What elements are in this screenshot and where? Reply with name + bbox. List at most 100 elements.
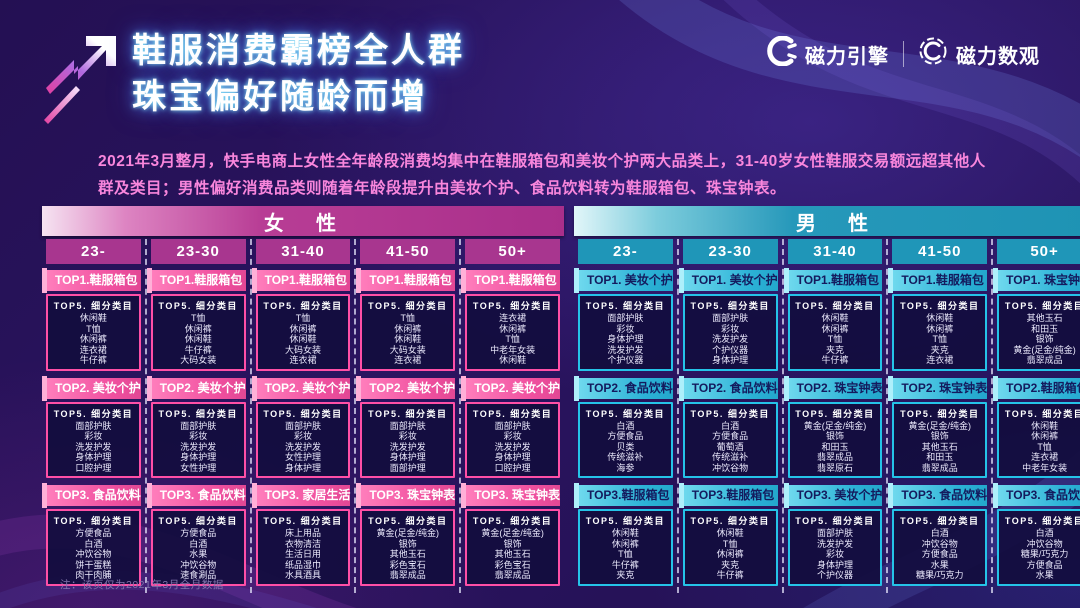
- rank-card-list: TOP5. 细分类目 T恤 休闲裤 休闲鞋 大码女装 连衣裙: [255, 294, 351, 371]
- rank-card-label: TOP3. 食品饮料: [146, 483, 246, 508]
- subcategory-item: 个护仪器: [712, 344, 749, 355]
- rank-card-list: TOP5. 细分类目 面部护肤 彩妆 身体护理 洗发护发 个护仪器: [577, 294, 673, 371]
- subcategory-item: 衣物清洁: [284, 538, 321, 549]
- subcategory-item: 身体护理: [607, 334, 644, 344]
- rank-card-top3: TOP3. 美妆个护 TOP5. 细分类目 面部护肤 洗发护发 彩妆 身体护理 个护仪器: [783, 483, 883, 586]
- subcategory-item: 彩妆: [825, 549, 844, 559]
- male-section: 男 性 23- TOP1. 美妆个护 TOP5. 细分类目 面部护肤 彩妆 身体护理 洗发护…: [573, 206, 1080, 593]
- subcategory-item: 银饰: [930, 431, 949, 441]
- rank-card-top1: TOP1.鞋服箱包 TOP5. 细分类目 休闲鞋 休闲裤 T恤 夹克 牛仔裤: [783, 268, 883, 371]
- subcategory-item: 水具酒具: [284, 570, 321, 580]
- rank-card-label: TOP1. 珠宝钟表: [993, 268, 1080, 293]
- subcategory-list-title: TOP5. 细分类目: [53, 516, 134, 526]
- subcategory-item: 冲饮谷物: [75, 549, 112, 559]
- subcategory-item: 休闲裤: [926, 323, 954, 334]
- subcategory-item: 彩妆: [189, 431, 208, 441]
- subcategory-item: 银饰: [503, 538, 522, 549]
- rank-card-top3: TOP3. 食品饮料 TOP5. 细分类目 白酒 冲饮谷物 方便食品 水果 糖果/巧克力: [888, 483, 988, 586]
- subcategory-item: 翡翠原石: [816, 462, 853, 473]
- subcategory-item: 连衣裙: [289, 355, 317, 365]
- rank-card-list: TOP5. 细分类目 床上用品 衣物清洁 生活日用 纸品湿巾 水具酒具: [255, 509, 351, 586]
- subcategory-item: 彩妆: [721, 323, 740, 334]
- rank-card-list: TOP5. 细分类目 白酒 方便食品 贝类 传统滋补 海参: [577, 401, 673, 478]
- subcategory-item: 速食涮品: [180, 570, 217, 580]
- rank-card-list: TOP5. 细分类目 休闲鞋 T恤 休闲裤 夹克 牛仔裤: [682, 509, 778, 586]
- subcategory-item: 夹克: [825, 344, 844, 355]
- subcategory-item: 糖果/巧克力: [916, 570, 964, 580]
- rank-card-label: TOP2. 美妆个护: [461, 375, 560, 401]
- subcategory-item: 翡翠成品: [921, 462, 958, 473]
- rank-card-label: TOP3. 美妆个护: [783, 483, 883, 508]
- subcategory-item: 彩妆: [293, 431, 312, 441]
- subcategory-item: 面部护肤: [607, 313, 644, 323]
- rank-card-list: TOP5. 细分类目 黄金(足金/纯金) 银饰 其他玉石 和田玉 翡翠成品: [892, 401, 988, 478]
- subcategory-item: 面部护肤: [75, 420, 112, 431]
- subcategory-item: 翡翠成品: [816, 452, 853, 462]
- subcategory-list-title: TOP5. 细分类目: [158, 516, 238, 526]
- rank-card-top3: TOP3.鞋服箱包 TOP5. 细分类目 休闲鞋 休闲裤 T恤 牛仔裤 夹克: [573, 483, 673, 586]
- subcategory-item: 中老年女装: [1022, 462, 1068, 473]
- rank-card-top2: TOP2. 美妆个护 TOP5. 细分类目 面部护肤 彩妆 洗发护发 身体护理 口腔护理: [42, 375, 141, 478]
- subcategory-item: 床上用品: [284, 528, 321, 538]
- age-group-tab: 31-40: [255, 239, 351, 264]
- cili-engine-logo: 磁力引擎: [767, 35, 889, 72]
- female-age-column-23-: 23- TOP1.鞋服箱包 TOP5. 细分类目 休闲鞋 T恤 休闲裤 连衣裙 牛仔裤 TOP2…: [42, 239, 147, 593]
- subcategory-item: 夹克: [930, 344, 949, 355]
- subcategory-list-title: TOP5. 细分类目: [900, 301, 980, 311]
- subcategory-item: 翡翠成品: [389, 570, 426, 580]
- subcategory-item: 洗发护发: [389, 441, 426, 452]
- subcategory-list-title: TOP5. 细分类目: [585, 408, 666, 419]
- subcategory-item: 身体护理: [494, 452, 531, 462]
- subcategory-item: 夹克: [721, 559, 740, 570]
- subcategory-item: 口腔护理: [494, 462, 531, 473]
- subcategory-item: 黄金(足金/纯金): [481, 528, 544, 538]
- subcategory-item: 洗发护发: [494, 441, 531, 452]
- rank-card-list: TOP5. 细分类目 白酒 冲饮谷物 糖果/巧克力 方便食品 水果: [997, 509, 1080, 586]
- brand-logos: 磁力引擎 磁力数观: [767, 35, 1040, 72]
- subcategory-item: T恤: [400, 313, 416, 323]
- rank-card-top1: TOP1.鞋服箱包 TOP5. 细分类目 T恤 休闲裤 休闲鞋 大码女装 连衣裙: [251, 268, 351, 371]
- subcategory-item: 翡翠成品: [1026, 355, 1063, 365]
- subcategory-item: 银饰: [398, 538, 417, 549]
- female-section: 女 性 23- TOP1.鞋服箱包 TOP5. 细分类目 休闲鞋 T恤 休闲裤 连衣裙 牛仔裤…: [42, 206, 564, 593]
- subcategory-item: 身体护理: [389, 452, 426, 462]
- rank-card-top3: TOP3. 家居生活 TOP5. 细分类目 床上用品 衣物清洁 生活日用 纸品湿巾 水具酒具: [251, 483, 351, 586]
- rank-card-top1: TOP1. 美妆个护 TOP5. 细分类目 面部护肤 彩妆 身体护理 洗发护发 个护仪器: [573, 268, 673, 371]
- subcategory-item: 面部护肤: [712, 313, 749, 323]
- subcategory-item: 休闲鞋: [499, 355, 527, 365]
- subcategory-item: 彩色宝石: [389, 559, 426, 570]
- subcategory-list-title: TOP5. 细分类目: [1004, 516, 1080, 526]
- rank-card-label: TOP3.鞋服箱包: [678, 483, 778, 508]
- rank-card-top2: TOP2. 珠宝钟表 TOP5. 细分类目 黄金(足金/纯金) 银饰 和田玉 翡翠成品 翡翠…: [783, 375, 883, 478]
- summary-paragraph: 2021年3月整月，快手电商上女性全年龄段消费均集中在鞋服箱包和美妆个护两大品类…: [98, 153, 986, 197]
- subcategory-item: T恤: [505, 334, 520, 344]
- subcategory-list-title: TOP5. 细分类目: [368, 301, 448, 311]
- cili-engine-logo-icon: [767, 35, 797, 72]
- rank-card-top3: TOP3. 珠宝钟表 TOP5. 细分类目 黄金(足金/纯金) 银饰 其他玉石 彩色宝石翡…: [461, 483, 560, 586]
- subcategory-item: 银饰: [1035, 334, 1054, 344]
- rank-card-label: TOP2. 珠宝钟表: [783, 375, 883, 401]
- rank-card-label: TOP1. 美妆个护: [573, 268, 673, 293]
- subcategory-list-title: TOP5. 细分类目: [158, 408, 238, 419]
- subcategory-item: T恤: [190, 313, 206, 323]
- female-section-title: 女 性: [42, 206, 564, 236]
- ranking-grid: 女 性 23- TOP1.鞋服箱包 TOP5. 细分类目 休闲鞋 T恤 休闲裤 连衣裙 牛仔裤…: [42, 206, 1080, 593]
- subcategory-item: 洗发护发: [180, 441, 217, 452]
- rank-card-top2: TOP2. 食品饮料 TOP5. 细分类目 白酒 方便食品 贝类 传统滋补 海参: [573, 375, 673, 478]
- subcategory-list-title: TOP5. 细分类目: [158, 301, 238, 311]
- rank-card-label: TOP1.鞋服箱包: [356, 268, 456, 293]
- rank-card-list: TOP5. 细分类目 黄金(足金/纯金) 银饰 其他玉石 彩色宝石 翡翠成品: [465, 509, 560, 586]
- subcategory-list-title: TOP5. 细分类目: [368, 516, 448, 526]
- subcategory-item: 休闲鞋: [394, 334, 422, 344]
- subcategory-item: 洗发护发: [284, 441, 321, 452]
- subcategory-list-title: TOP5. 细分类目: [472, 516, 553, 526]
- subcategory-item: 大码女装: [284, 344, 321, 355]
- logo-divider: [903, 41, 904, 67]
- male-age-column-23-30: 23-30 TOP1. 美妆个护 TOP5. 细分类目 面部护肤 彩妆 洗发护发 个护仪器身…: [678, 239, 784, 593]
- subcategory-list-title: TOP5. 细分类目: [690, 408, 770, 419]
- subcategory-item: 白酒: [189, 538, 208, 549]
- subcategory-item: 黄金(足金/纯金): [1013, 344, 1076, 355]
- subcategory-item: 黄金(足金/纯金): [803, 420, 867, 431]
- subcategory-item: 翡翠成品: [494, 570, 531, 580]
